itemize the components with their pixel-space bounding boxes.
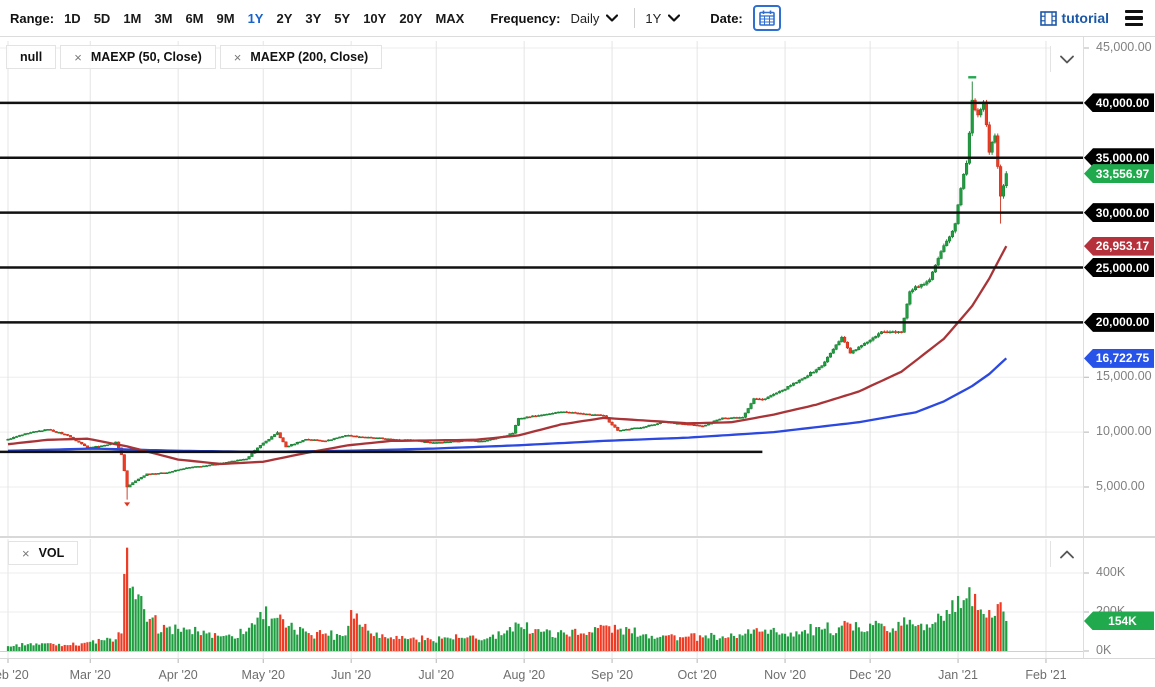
time-axis-label: Apr '20 [158,668,198,682]
range-option-5y[interactable]: 5Y [334,10,351,26]
price-level-badge: 40,000.00 [1084,93,1154,113]
range-option-max[interactable]: MAX [435,10,465,26]
time-axis-label: Feb '21 [1025,668,1067,682]
range-option-2y[interactable]: 2Y [276,10,293,26]
time-axis-label: Dec '20 [849,668,892,682]
period-dropdown[interactable]: 1Y [645,10,681,26]
time-axis-label: Sep '20 [591,668,634,682]
close-icon[interactable]: × [22,545,30,561]
frequency-value: Daily [570,10,600,26]
time-axis-label: Nov '20 [764,668,807,682]
time-axis-label: Feb '20 [0,668,29,682]
volume-green-badge: 154K [1084,611,1154,631]
price-legend-item-1-label: MAEXP (50, Close) [90,50,202,64]
price-axis-label: 10,000.00 [1096,424,1152,439]
tutorial-label: tutorial [1061,10,1109,26]
tutorial-link[interactable]: tutorial [1039,10,1109,26]
time-axis-label: Mar '20 [69,668,111,682]
price-axis-label: 5,000.00 [1096,479,1145,493]
range-label: Range: [10,10,55,26]
price-legend-item-2-label: MAEXP (200, Close) [250,50,369,64]
range-option-20y[interactable]: 20Y [399,10,423,26]
hamburger-menu-icon[interactable] [1123,8,1145,28]
chevron-down-icon [668,14,681,22]
range-option-3m[interactable]: 3M [154,10,173,26]
calendar-icon [758,10,775,26]
range-options: 1D 5D 1M 3M 6M 9M 1Y 2Y 3Y 5Y 10Y 20Y MAX [64,11,464,26]
period-value: 1Y [645,10,662,26]
toolbar-separator [634,8,636,28]
chevron-down-icon [606,14,619,22]
price-green-badge: 33,556.97 [1084,164,1154,184]
price-level-badge: 25,000.00 [1084,258,1154,277]
range-option-6m[interactable]: 6M [185,10,204,26]
close-icon[interactable]: × [233,49,242,65]
film-icon [1039,10,1057,26]
range-option-9m[interactable]: 9M [216,10,235,26]
volume-axis-label: 0K [1096,643,1112,657]
toolbar: Range: 1D 5D 1M 3M 6M 9M 1Y 2Y 3Y 5Y 10Y 20Y MAX Fre… [0,0,1155,37]
price-axis-label: 15,000.00 [1096,369,1152,384]
volume-legend: × VOL [8,541,79,565]
price-legend-item-2: × MAEXP (200, Close) [219,45,383,69]
time-axis-label: Jan '21 [938,668,979,682]
date-label: Date: [710,10,743,26]
price-level-badge: 20,000.00 [1084,312,1154,332]
price-pane-collapse-button[interactable] [1050,46,1083,72]
price-level-badge: 35,000.00 [1084,148,1154,168]
volume-legend-item: × VOL [8,541,79,565]
volume-axis-label: 400K [1096,565,1126,579]
price-legend-item-0-label: null [20,50,43,64]
price-blue-badge: 16,722.75 [1084,348,1154,368]
close-icon[interactable]: × [74,49,82,65]
time-axis-label: May '20 [241,668,285,682]
volume-pane-expand-button[interactable] [1050,541,1083,567]
time-axis-label: Jul '20 [418,668,455,682]
chevron-up-icon [1060,550,1074,558]
price-level-badge: 30,000.00 [1084,203,1154,223]
time-axis-label: Aug '20 [503,668,546,682]
price-legend-item-0: null [6,45,57,69]
time-axis-label: Jun '20 [331,668,372,682]
price-red-badge: 26,953.17 [1084,236,1154,256]
time-axis-label: Oct '20 [677,668,717,682]
price-legend-item-1: × MAEXP (50, Close) [60,45,216,69]
date-picker-button[interactable] [752,5,781,31]
range-option-1y[interactable]: 1Y [247,10,264,26]
range-option-10y[interactable]: 10Y [363,10,387,26]
price-legend: null × MAEXP (50, Close) × MAEXP (200, Close… [6,45,383,69]
range-option-3y[interactable]: 3Y [305,10,322,26]
range-option-1m[interactable]: 1M [123,10,142,26]
chevron-down-icon [1060,55,1074,63]
price-axis-label: 45,000.00 [1096,40,1152,54]
frequency-label: Frequency: [490,10,561,26]
volume-legend-item-label: VOL [38,546,65,560]
frequency-dropdown[interactable]: Daily [570,10,619,26]
range-option-5d[interactable]: 5D [93,10,111,26]
range-option-1d[interactable]: 1D [64,10,81,26]
